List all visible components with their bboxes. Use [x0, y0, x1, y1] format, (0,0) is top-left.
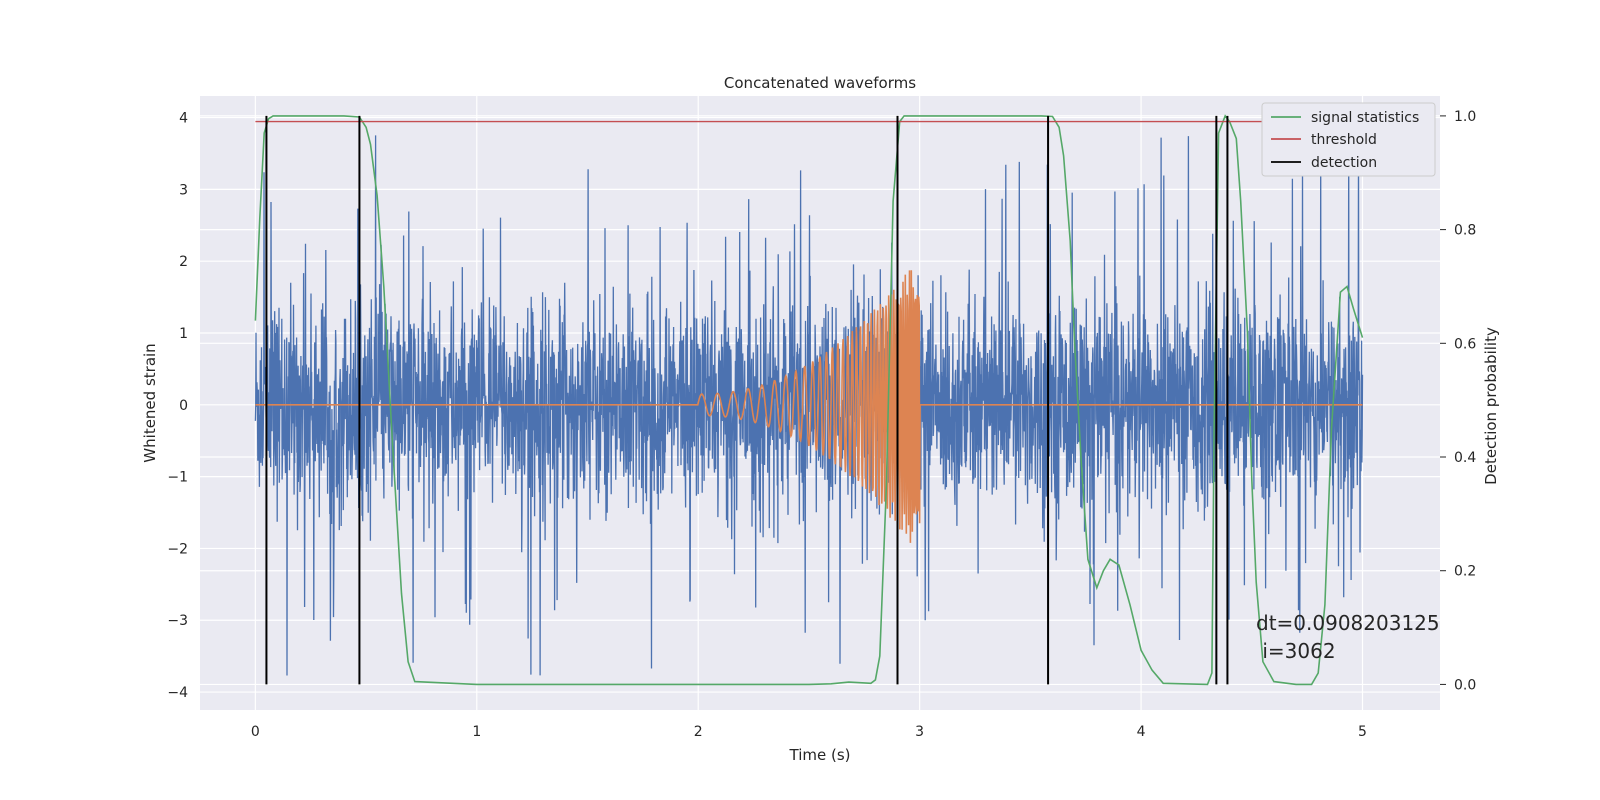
y-tick-label: 1 — [179, 326, 188, 342]
detection-lines — [265, 115, 1229, 685]
x-tick-label: 1 — [472, 724, 481, 740]
annotation-index: i=3062 — [1256, 639, 1336, 663]
y-tick-label: 4 — [179, 111, 188, 127]
x-axis-label: Time (s) — [789, 746, 851, 764]
x-tick-label: 0 — [251, 724, 260, 740]
x-tick-label: 3 — [915, 724, 924, 740]
legend-label-signal-statistics: signal statistics — [1311, 110, 1419, 126]
y2-axis-label: Detection probability — [1482, 327, 1500, 485]
signal-statistics-line — [254, 114, 1364, 686]
noise-series-line — [254, 135, 1364, 676]
legend: signal statistics threshold detection — [1261, 102, 1436, 177]
y2-tick-label: 0.2 — [1454, 564, 1476, 580]
y-axis-label: Whitened strain — [141, 343, 159, 462]
y-tick-label: −4 — [167, 685, 188, 701]
y2-tick-label: 0.0 — [1454, 677, 1476, 693]
annotation-dt: dt=0.0908203125 — [1256, 611, 1440, 635]
series-layer — [254, 114, 1364, 686]
chirp-series-line — [255, 270, 1363, 543]
y-tick-label: 2 — [179, 254, 188, 270]
y-tick-label: −2 — [167, 541, 188, 557]
y2-tick-label: 0.4 — [1454, 450, 1476, 466]
x-tick-label: 2 — [694, 724, 703, 740]
y2-tick-label: 1.0 — [1454, 109, 1476, 125]
chart-title: Concatenated waveforms — [724, 74, 916, 92]
x-tick-label: 5 — [1358, 724, 1367, 740]
legend-frame — [1261, 102, 1436, 177]
y2-tick-label: 0.8 — [1454, 223, 1476, 239]
legend-label-detection: detection — [1311, 155, 1377, 171]
tick-labels: 0 1 2 3 4 5 −4 −3 −2 −1 0 1 2 3 4 0.0 0.2 0.4 0.6 0.8 1.0 — [167, 109, 1476, 740]
y-tick-label: 0 — [179, 398, 188, 414]
y-tick-label: −1 — [167, 470, 188, 486]
y-tick-label: −3 — [167, 613, 188, 629]
x-tick-label: 4 — [1137, 724, 1146, 740]
y-tick-label: 3 — [179, 182, 188, 198]
y2-tick-label: 0.6 — [1454, 336, 1476, 352]
legend-label-threshold: threshold — [1311, 132, 1377, 148]
